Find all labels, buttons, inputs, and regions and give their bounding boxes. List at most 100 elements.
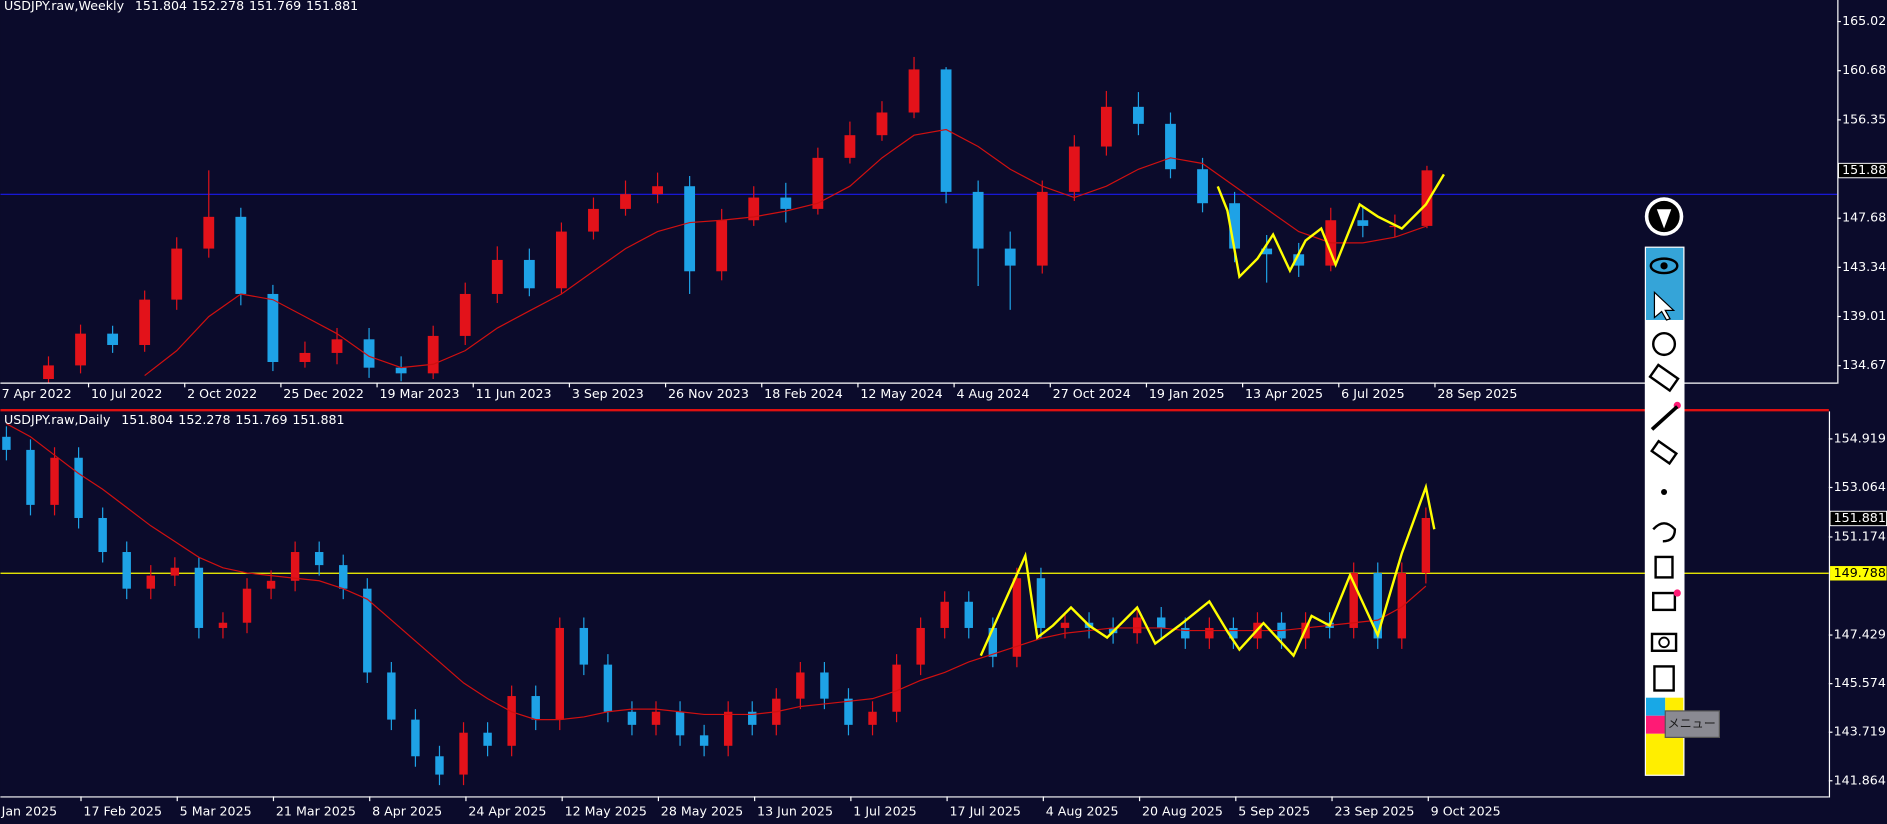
color-swatch[interactable] bbox=[1646, 733, 1684, 775]
candle-body bbox=[2, 436, 11, 450]
candle-body bbox=[411, 719, 420, 757]
tooltip bbox=[1664, 710, 1720, 738]
header-value: 151.881 bbox=[292, 411, 344, 426]
candle-body bbox=[523, 259, 535, 289]
plot-area bbox=[0, 56, 1838, 383]
candle-body bbox=[699, 735, 709, 746]
drawing bbox=[1216, 173, 1445, 280]
candle-body bbox=[876, 112, 888, 136]
candle-body bbox=[796, 672, 805, 699]
x-tick-label: 13 Jun 2025 bbox=[757, 803, 833, 818]
board-icon[interactable] bbox=[1652, 591, 1677, 612]
x-tick-label: 17 Feb 2025 bbox=[83, 803, 162, 818]
y-tick-label: 147.680 bbox=[1842, 210, 1887, 225]
candle-body bbox=[627, 711, 637, 725]
marker-icon[interactable] bbox=[1648, 363, 1680, 393]
candle-body bbox=[844, 135, 856, 158]
candle-body bbox=[314, 552, 324, 566]
clipboard-icon[interactable] bbox=[1653, 665, 1675, 692]
header-value: 151.769 bbox=[249, 0, 301, 13]
candle-body bbox=[555, 231, 567, 289]
y-tick-label: 154.919 bbox=[1834, 430, 1886, 445]
x-tick-label: 12 May 2025 bbox=[565, 803, 647, 818]
candle-body bbox=[620, 194, 631, 209]
x-tick-label: 27 Oct 2024 bbox=[1053, 386, 1131, 401]
line-icon[interactable] bbox=[1650, 405, 1679, 431]
candle-body bbox=[940, 69, 952, 192]
candle-body bbox=[299, 352, 311, 363]
x-tick-label: 25 Dec 2022 bbox=[283, 386, 364, 401]
x-tick-label: 10 Jul 2022 bbox=[91, 386, 162, 401]
color-swatch[interactable] bbox=[1646, 697, 1666, 716]
candle-body bbox=[1132, 617, 1142, 634]
tooltip-text: メニュー bbox=[1668, 717, 1716, 731]
candle-body bbox=[435, 756, 444, 775]
level-label: 149.788 bbox=[1834, 565, 1886, 580]
dot-icon[interactable] bbox=[1661, 488, 1668, 496]
candle-body bbox=[972, 191, 984, 249]
candle-body bbox=[459, 293, 471, 336]
candle-body bbox=[1389, 225, 1401, 228]
candle-body bbox=[235, 216, 247, 294]
candle-body bbox=[139, 299, 151, 345]
x-tick-label: 23 Sep 2025 bbox=[1334, 803, 1414, 818]
candle-body bbox=[1157, 617, 1166, 628]
y-tick-label: 151.174 bbox=[1834, 528, 1886, 543]
candle-body bbox=[868, 711, 877, 725]
candle-body bbox=[98, 517, 107, 553]
candle-body bbox=[363, 339, 375, 368]
candle-body bbox=[1060, 622, 1070, 628]
candle-body bbox=[1197, 169, 1208, 204]
x-tick-label: 4 Aug 2025 bbox=[1046, 803, 1119, 818]
x-tick-label: 26 Nov 2023 bbox=[668, 386, 749, 401]
timer-icon[interactable] bbox=[1652, 332, 1677, 357]
y-tick-label: 143.719 bbox=[1834, 724, 1886, 739]
x-tick-label: 28 May 2025 bbox=[661, 803, 743, 818]
x-tick-label: 24 Apr 2025 bbox=[468, 803, 546, 818]
candle-body bbox=[1421, 170, 1433, 226]
candle-body bbox=[267, 293, 279, 363]
cursor-icon[interactable] bbox=[1653, 290, 1676, 321]
candle-body bbox=[1068, 146, 1080, 192]
undo-icon[interactable] bbox=[1652, 522, 1677, 543]
plot-area bbox=[0, 423, 1829, 786]
candle-body bbox=[170, 567, 180, 576]
trash-icon[interactable] bbox=[1654, 555, 1674, 579]
candle-body bbox=[964, 601, 973, 628]
camera-lens bbox=[1658, 636, 1670, 649]
eraser-icon[interactable] bbox=[1650, 439, 1679, 466]
candle-body bbox=[988, 627, 998, 657]
candle-body bbox=[684, 186, 696, 272]
candle-body bbox=[459, 732, 468, 775]
candle-body bbox=[387, 672, 396, 720]
chart-header: USDJPY.raw,Weekly 151.804 152.278 151.769 15… bbox=[4, 0, 358, 13]
candle-body bbox=[844, 698, 853, 725]
candle-body bbox=[203, 216, 215, 249]
candle-body bbox=[1036, 191, 1048, 266]
y-tick-label: 143.345 bbox=[1842, 259, 1887, 274]
candle-body bbox=[290, 552, 300, 581]
candle-body bbox=[266, 580, 276, 589]
candle-body bbox=[331, 339, 343, 353]
candle-body bbox=[1004, 248, 1016, 266]
color-dot bbox=[1673, 589, 1681, 597]
x-tick-label: 18 Feb 2024 bbox=[764, 386, 843, 401]
y-tick-label: 145.574 bbox=[1834, 675, 1886, 690]
candle-body bbox=[1229, 627, 1238, 639]
candle-body bbox=[940, 601, 949, 628]
candle-body bbox=[1100, 106, 1112, 147]
x-tick-label: Jan 2025 bbox=[1, 803, 58, 818]
candle-body bbox=[395, 367, 407, 374]
x-tick-label: 7 Apr 2022 bbox=[2, 386, 72, 401]
camera-icon[interactable] bbox=[1650, 632, 1678, 652]
candle-body bbox=[427, 335, 439, 374]
color-swatch[interactable] bbox=[1646, 715, 1666, 734]
eye-icon[interactable] bbox=[1649, 257, 1679, 275]
candle-body bbox=[122, 552, 131, 589]
candle-body bbox=[531, 696, 540, 720]
candle-body bbox=[1261, 248, 1273, 255]
y-tick-label: 141.864 bbox=[1834, 772, 1886, 787]
eye-pupil bbox=[1660, 262, 1668, 270]
header-value: 151.881 bbox=[306, 0, 358, 13]
